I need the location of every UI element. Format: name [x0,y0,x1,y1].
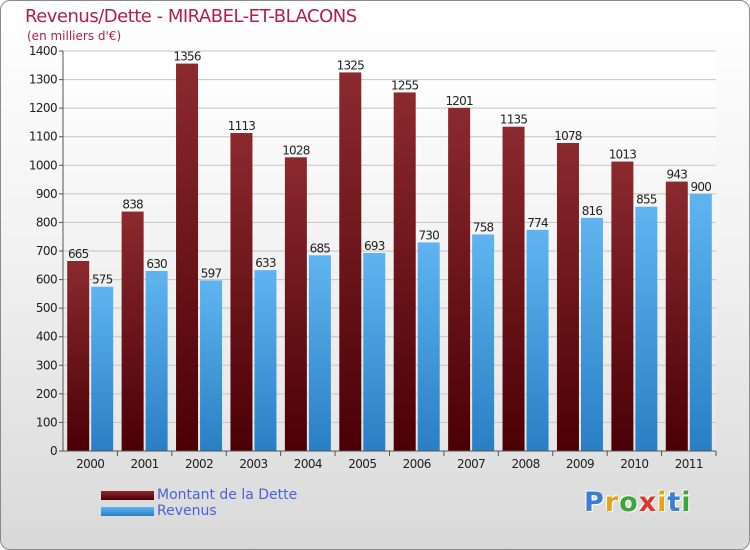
y-tick-label: 1000 [29,158,57,172]
legend-label-revenue: Revenus [157,503,217,519]
bar-revenue [635,206,658,451]
bar-revenue [580,217,603,451]
y-tick-label: 0 [50,444,57,458]
y-tick-label: 800 [36,215,57,229]
x-tick-label: 2009 [566,457,594,471]
data-label-revenue: 685 [310,241,331,255]
chart-subtitle: (en milliers d'€) [27,29,122,43]
bar-debt [121,211,144,451]
proxiti-logo: Proxiti [584,487,692,518]
logo-letter: o [619,487,639,518]
logo-letter: i [681,487,692,518]
bar-revenue [472,234,495,451]
bar-revenue [526,229,549,451]
bar-debt [284,157,307,452]
legend-swatch-debt [101,491,154,500]
bar-revenue [145,271,168,451]
x-tick-label: 2006 [403,457,431,471]
x-tick-label: 2007 [457,457,485,471]
y-tick-label: 900 [36,187,57,201]
x-tick-label: 2004 [294,457,322,471]
data-label-revenue: 633 [255,256,276,270]
bar-debt [230,133,253,451]
y-tick-label: 1100 [29,130,57,144]
bar-debt [176,63,199,451]
x-tick-label: 2002 [185,457,213,471]
y-tick-label: 300 [36,358,57,372]
data-label-debt: 1325 [337,58,365,72]
y-tick-label: 1200 [29,101,57,115]
bar-revenue [417,242,440,451]
logo-letter: i [657,487,668,518]
x-tick-label: 2005 [348,457,376,471]
legend-swatch-revenue [101,507,154,516]
y-tick-label: 1300 [29,73,57,87]
bar-debt [67,261,90,451]
y-tick-label: 100 [36,415,57,429]
data-label-debt: 838 [122,198,143,212]
bar-debt [502,126,525,451]
bar-revenue [254,270,277,451]
bar-revenue [308,255,331,451]
y-tick-label: 1400 [29,44,57,58]
bar-revenue [363,253,386,451]
bar-debt [393,92,416,451]
x-tick-label: 2011 [675,457,703,471]
data-label-revenue: 597 [201,266,222,280]
y-tick-label: 400 [36,330,57,344]
data-label-revenue: 774 [527,216,548,230]
data-label-debt: 1135 [500,113,528,127]
data-label-debt: 943 [667,168,688,182]
y-tick-label: 600 [36,273,57,287]
bar-debt [556,143,579,451]
data-label-debt: 1078 [554,129,582,143]
bar-debt [448,107,471,451]
data-label-debt: 1113 [228,119,256,133]
data-label-debt: 665 [68,247,89,261]
logo-letter: r [604,487,620,518]
y-tick-label: 700 [36,244,57,258]
data-label-revenue: 758 [473,220,494,234]
x-tick-label: 2003 [239,457,267,471]
data-label-debt: 1255 [391,78,419,92]
x-tick-label: 2001 [131,457,159,471]
data-label-revenue: 693 [364,239,385,253]
y-tick-label: 200 [36,387,57,401]
x-tick-label: 2008 [511,457,539,471]
data-label-revenue: 900 [691,180,712,194]
data-label-revenue: 816 [582,204,603,218]
logo-letter: x [638,487,658,518]
y-tick-label: 500 [36,301,57,315]
legend-label-debt: Montant de la Dette [157,487,298,503]
x-tick-label: 2000 [76,457,104,471]
bar-debt [611,161,634,452]
data-label-revenue: 730 [418,228,439,242]
bar-revenue [689,193,712,451]
chart-title: Revenus/Dette - MIRABEL-ET-BLACONS [25,6,357,27]
data-label-revenue: 855 [636,193,657,207]
logo-letter: P [584,487,605,518]
data-label-debt: 1201 [445,94,473,108]
bar-revenue [91,286,114,451]
logo-letter: t [667,487,682,518]
data-label-revenue: 630 [146,257,167,271]
bar-debt [339,72,362,451]
bar-revenue [200,280,223,451]
bar-debt [665,181,688,452]
x-tick-label: 2010 [620,457,648,471]
data-label-revenue: 575 [92,273,113,287]
data-label-debt: 1356 [173,50,201,64]
data-label-debt: 1013 [609,148,637,162]
data-label-debt: 1028 [282,143,310,157]
